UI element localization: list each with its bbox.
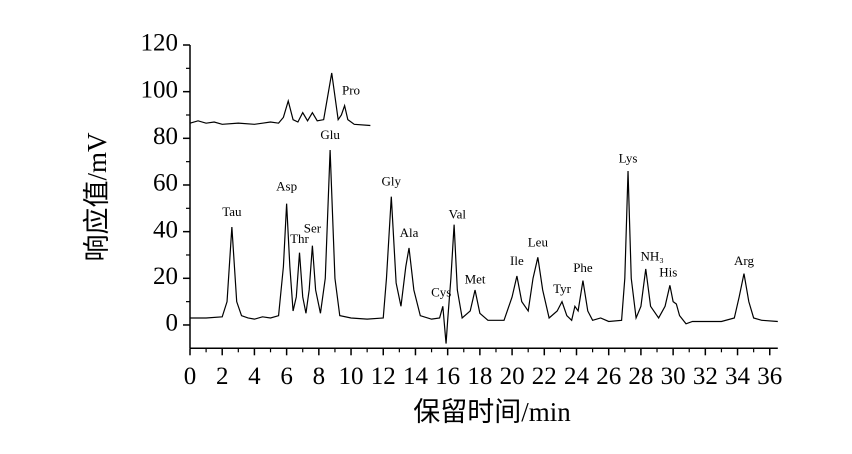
peak-label: Lys: [619, 150, 638, 165]
peak-label: Ile: [510, 253, 524, 268]
peak-label: Gly: [382, 174, 402, 189]
x-tick-label: 12: [371, 363, 396, 390]
peak-label: Glu: [320, 127, 340, 142]
x-axis-label: 保留时间/min: [413, 397, 571, 427]
peak-label: Met: [465, 272, 486, 287]
trace: [189, 72, 371, 127]
trace: [190, 149, 778, 344]
y-tick-label: 20: [153, 263, 178, 290]
peak-label: Phe: [573, 260, 593, 275]
peak-label: Tau: [222, 204, 242, 219]
y-tick-label: 120: [141, 30, 179, 57]
x-tick-label: 18: [467, 363, 492, 390]
x-tick-label: 14: [403, 363, 429, 390]
x-tick-label: 28: [628, 363, 653, 390]
peak-label: Cys: [431, 284, 451, 299]
x-tick-label: 8: [313, 363, 326, 390]
peak-label: Arg: [734, 253, 754, 268]
y-tick-label: 100: [141, 76, 179, 103]
peak-label: Thr: [290, 231, 309, 246]
x-tick-label: 32: [693, 363, 718, 390]
x-tick-label: 16: [435, 363, 460, 390]
peak-label: Ser: [304, 220, 322, 235]
x-tick-label: 10: [339, 363, 364, 390]
x-tick-label: 24: [564, 363, 590, 390]
x-tick-label: 4: [248, 363, 261, 390]
x-tick-label: 6: [280, 363, 293, 390]
x-tick-label: 36: [757, 363, 782, 390]
peak-label: Tyr: [553, 281, 572, 296]
x-tick-label: 30: [661, 363, 686, 390]
y-axis-label: 响应值/mV: [82, 132, 112, 262]
peak-label: Ala: [400, 225, 419, 240]
peak-label: Asp: [276, 178, 297, 193]
x-tick-label: 26: [596, 363, 621, 390]
peak-label: Leu: [528, 234, 549, 249]
x-tick-label: 2: [216, 363, 229, 390]
x-tick-label: 0: [184, 363, 197, 390]
peak-label: His: [659, 265, 677, 280]
y-tick-label: 60: [153, 170, 178, 197]
x-tick-label: 20: [500, 363, 525, 390]
y-tick-label: 80: [153, 123, 178, 150]
peak-label: Pro: [342, 83, 360, 98]
y-tick-label: 0: [166, 310, 179, 337]
x-tick-label: 22: [532, 363, 557, 390]
x-tick-label: 34: [725, 363, 751, 390]
peak-label: Val: [449, 206, 467, 221]
peak-label: NH₃: [641, 248, 664, 263]
y-tick-label: 40: [153, 216, 178, 243]
